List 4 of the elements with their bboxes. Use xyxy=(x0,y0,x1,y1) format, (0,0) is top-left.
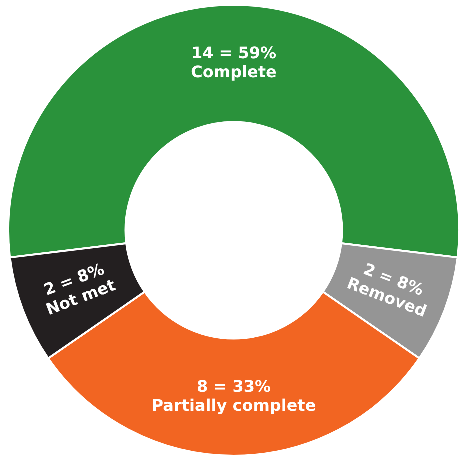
slice-label: Complete xyxy=(191,62,277,82)
slice-label: Partially complete xyxy=(152,396,316,416)
data-label: 14 = 59% xyxy=(191,43,277,62)
data-label: 8 = 33% xyxy=(197,377,271,396)
